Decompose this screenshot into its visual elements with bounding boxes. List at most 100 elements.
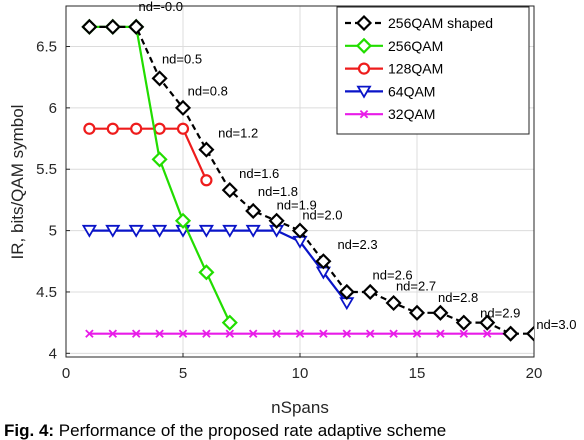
data-point	[151, 70, 168, 87]
data-point	[174, 212, 192, 229]
data-point	[105, 224, 121, 238]
annotation-label: nd=-0.0	[139, 0, 183, 14]
annotation-label: nd=1.6	[239, 166, 279, 181]
data-point	[128, 224, 144, 238]
data-point	[365, 329, 375, 338]
legend-marker	[355, 37, 373, 54]
y-tick-label: 6.5	[36, 39, 57, 56]
data-point	[221, 182, 238, 199]
annotation-label: nd=0.8	[188, 84, 228, 99]
data-point	[436, 329, 445, 338]
legend-item: 32QAM	[345, 106, 435, 122]
chart: 0 5 10 15 20 4 4.5 5 5.5 6 6.5 nd=-0.0 nd=0.5 nd=0.8…	[8, 0, 577, 417]
data-point	[178, 329, 188, 338]
data-point	[362, 283, 379, 301]
legend-item: 256QAM shaped	[345, 14, 493, 32]
legend-item: 64QAM	[345, 83, 435, 99]
figure-caption: Fig. 4: Performance of the proposed rate…	[4, 421, 584, 440]
x-tick-label: 5	[179, 365, 187, 382]
x-tick-label: 0	[62, 365, 70, 382]
data-point	[174, 99, 192, 116]
annotation-label: nd=2.7	[396, 279, 436, 294]
data-point	[432, 304, 449, 321]
data-point	[385, 294, 402, 312]
data-point	[268, 212, 285, 229]
x-tick-label: 10	[292, 365, 309, 382]
legend-label: 128QAM	[388, 61, 443, 77]
data-point	[108, 329, 118, 338]
data-point	[198, 224, 214, 238]
y-tick-label: 6	[49, 100, 57, 117]
legend-label: 64QAM	[388, 83, 435, 99]
data-point	[85, 329, 94, 338]
legend-marker	[357, 62, 371, 75]
legend-label: 256QAM shaped	[388, 15, 493, 31]
data-point	[459, 329, 469, 338]
caption-text: Performance of the proposed rate adaptiv…	[58, 421, 447, 440]
data-point	[153, 122, 166, 135]
annotation-label: nd=1.8	[258, 184, 298, 199]
data-point	[152, 224, 168, 238]
data-point	[315, 253, 332, 270]
annotation-label: nd=2.0	[302, 208, 342, 223]
annotation-label: nd=2.9	[480, 306, 520, 321]
data-point	[130, 122, 143, 135]
data-point	[131, 329, 141, 338]
data-point	[198, 141, 215, 158]
x-tick-label: 15	[409, 365, 426, 382]
series-2	[83, 122, 213, 187]
legend-label: 256QAM	[388, 38, 443, 54]
data-point	[338, 283, 355, 301]
data-point	[412, 329, 422, 338]
legend: 256QAM shaped 256QAM 128QAM 64QAM 32QAM	[336, 6, 530, 135]
x-tick-label: 20	[526, 365, 543, 382]
data-point	[525, 325, 534, 342]
annotation-label: nd=1.9	[277, 198, 317, 213]
legend-marker	[359, 109, 369, 119]
series-layer	[81, 18, 534, 342]
data-point	[272, 329, 281, 338]
data-point	[389, 329, 398, 338]
data-point	[225, 329, 235, 338]
annotation-label: nd=1.2	[218, 125, 258, 140]
annotation-label: nd=2.3	[337, 237, 377, 252]
y-axis-title: IR, bits/QAM symbol	[8, 105, 27, 260]
data-point	[245, 202, 262, 220]
data-point	[502, 325, 519, 342]
series-0	[81, 18, 534, 342]
annotation-label: nd=2.6	[373, 268, 413, 283]
annotation-label: nd=3.0	[536, 317, 576, 332]
series-4	[85, 329, 515, 338]
legend-item: 128QAM	[345, 61, 443, 77]
y-tick-label: 5	[49, 223, 57, 240]
data-point	[248, 329, 258, 338]
data-point	[200, 174, 213, 187]
annotation-label: nd=2.8	[438, 290, 478, 305]
data-point	[408, 304, 426, 321]
legend-marker	[355, 14, 373, 32]
annotations: nd=-0.0nd=0.5nd=0.8nd=1.2nd=1.6nd=1.8nd=…	[139, 0, 577, 332]
data-point	[319, 329, 328, 338]
annotation-label: nd=0.5	[162, 52, 202, 67]
data-point	[83, 122, 96, 135]
data-point	[81, 224, 97, 238]
axis-ticks: 0 5 10 15 20 4 4.5 5 5.5 6 6.5	[36, 39, 542, 383]
data-point	[295, 329, 305, 338]
data-point	[291, 222, 309, 239]
data-point	[342, 329, 352, 338]
data-point	[455, 314, 472, 331]
y-tick-label: 4	[49, 345, 57, 362]
data-point	[106, 122, 119, 135]
x-axis-title: nSpans	[271, 398, 329, 417]
data-point	[202, 329, 211, 338]
legend-label: 32QAM	[388, 106, 435, 122]
legend-item: 256QAM	[345, 37, 443, 54]
data-point	[222, 224, 238, 238]
data-point	[221, 314, 238, 331]
data-point	[482, 329, 492, 338]
data-point	[198, 264, 215, 281]
data-point	[151, 151, 168, 168]
data-point	[155, 329, 164, 338]
data-point	[81, 18, 98, 35]
caption-label: Fig. 4:	[4, 421, 55, 440]
